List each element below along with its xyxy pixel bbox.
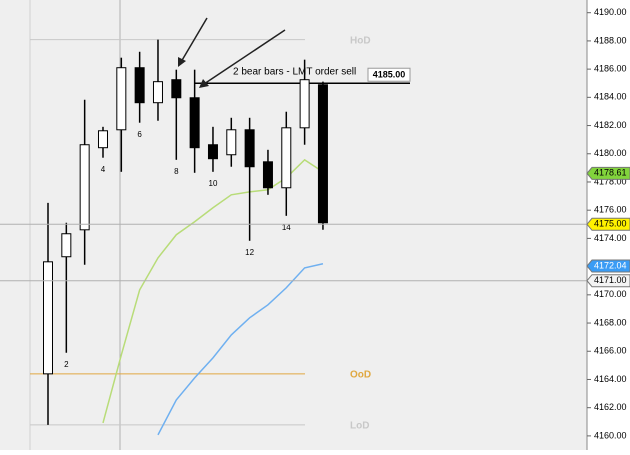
candle-body bbox=[61, 233, 72, 258]
arrow bbox=[180, 17, 208, 63]
bar-number: 10 bbox=[209, 179, 218, 188]
candle-body bbox=[152, 81, 163, 104]
y-tick-label: 4186.00 bbox=[594, 63, 627, 73]
price-tag-label: 4172.04 bbox=[594, 260, 627, 270]
y-tick-label: 4190.00 bbox=[594, 7, 627, 17]
candle-body bbox=[299, 79, 310, 129]
candle-body bbox=[226, 129, 237, 156]
y-tick-label: 4166.00 bbox=[594, 346, 627, 356]
arrow-head bbox=[178, 57, 186, 67]
y-tick-label: 4176.00 bbox=[594, 205, 627, 215]
price-tag-label: 4175.00 bbox=[594, 219, 627, 229]
candle-body bbox=[317, 84, 328, 224]
candle-body bbox=[43, 261, 53, 375]
candle-body bbox=[207, 144, 218, 160]
order-tag-label: 4185.00 bbox=[373, 70, 406, 80]
y-tick-label: 4160.00 bbox=[594, 430, 627, 440]
order-tag bbox=[367, 67, 411, 82]
level-label: OoD bbox=[350, 369, 371, 380]
candle-body bbox=[171, 79, 182, 99]
bar-number: 14 bbox=[282, 223, 291, 232]
plot-background bbox=[0, 0, 587, 450]
y-tick-label: 4168.00 bbox=[594, 317, 627, 327]
moving-average bbox=[157, 263, 324, 436]
price-tag-label: 4178.61 bbox=[594, 168, 627, 178]
price-tag bbox=[586, 274, 630, 288]
layer: 4160.00 4162.00 4164.00 4166.00 4168.00 4170.… bbox=[0, 7, 630, 440]
y-tick-label: 4188.00 bbox=[594, 35, 627, 45]
y-tick-label: 4164.00 bbox=[594, 374, 627, 384]
bar-number: 12 bbox=[245, 248, 254, 257]
bar-number: 8 bbox=[174, 167, 179, 176]
arrow bbox=[203, 29, 286, 85]
price-tag bbox=[586, 166, 630, 180]
y-tick-label: 4182.00 bbox=[594, 120, 627, 130]
price-tag bbox=[586, 217, 630, 231]
y-tick-label: 4174.00 bbox=[594, 233, 627, 243]
candle-body bbox=[189, 97, 200, 149]
candle-body bbox=[281, 127, 292, 189]
bar-number: 6 bbox=[137, 130, 142, 139]
price-tag bbox=[586, 259, 630, 273]
candle-body bbox=[97, 130, 108, 149]
level-label: LoD bbox=[350, 421, 369, 432]
annotation: 2 bear bars - LMT order sell bbox=[233, 67, 356, 78]
bar-number: 4 bbox=[101, 165, 106, 174]
y-tick-label: 4180.00 bbox=[594, 148, 627, 158]
candle-body bbox=[116, 67, 127, 131]
candle-body bbox=[262, 161, 273, 189]
y-tick-label: 4178.00 bbox=[594, 176, 627, 186]
y-tick-label: 4184.00 bbox=[594, 92, 627, 102]
arrow-head bbox=[199, 79, 209, 88]
candle-body bbox=[79, 144, 90, 231]
candle-body bbox=[134, 67, 145, 104]
candle-body bbox=[244, 129, 255, 168]
bar-number: 2 bbox=[64, 360, 69, 369]
price-tag-label: 4171.00 bbox=[594, 275, 627, 285]
y-tick-label: 4162.00 bbox=[594, 402, 627, 412]
level-label: HoD bbox=[350, 35, 371, 46]
y-tick-label: 4170.00 bbox=[594, 289, 627, 299]
